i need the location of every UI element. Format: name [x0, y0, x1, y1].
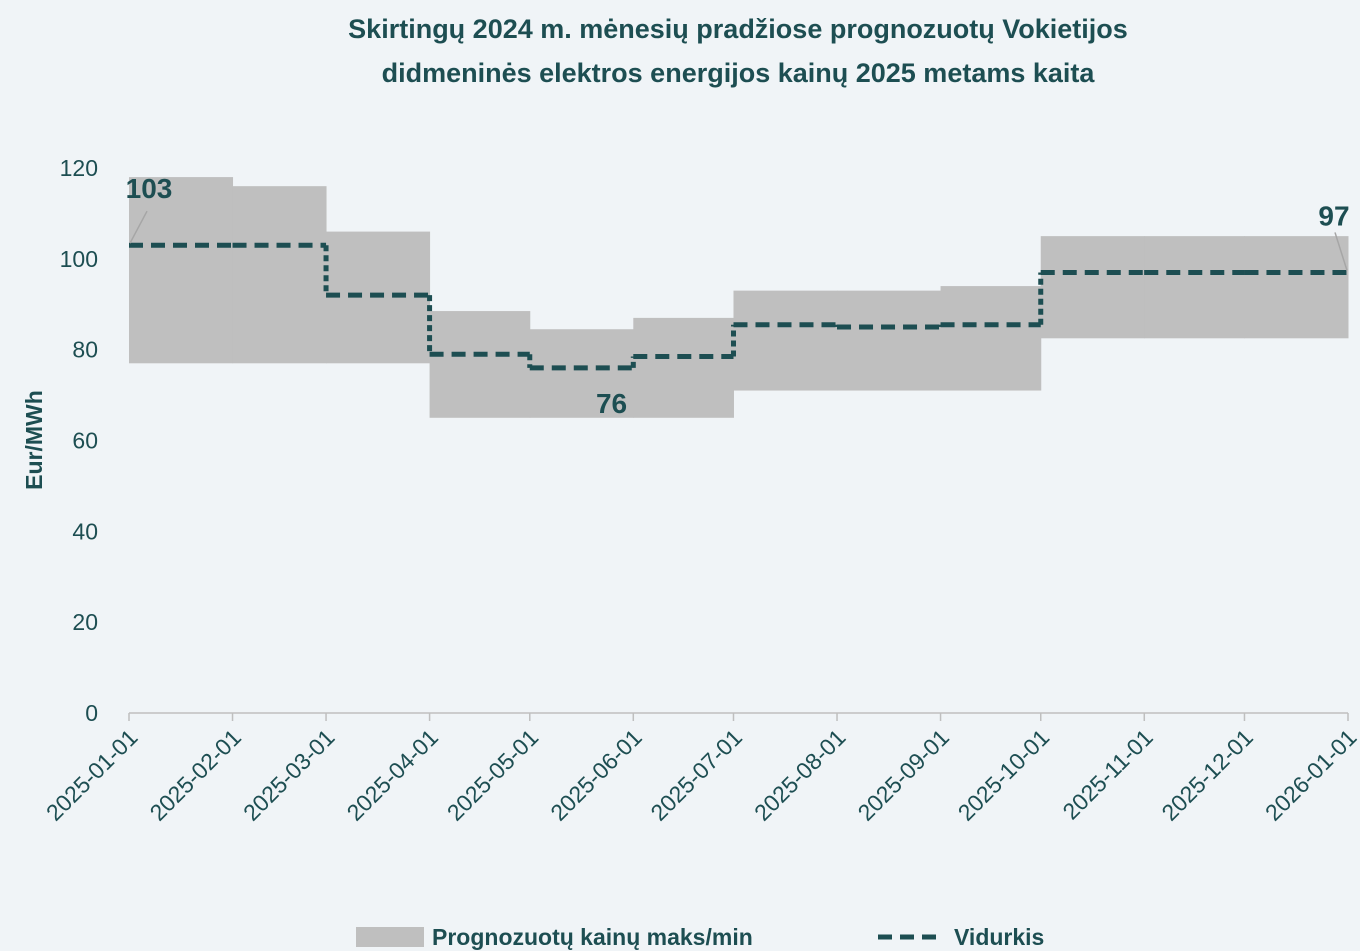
y-tick-label: 120	[60, 155, 98, 181]
data-label: 103	[126, 173, 173, 204]
x-tick-label: 2025-10-01	[953, 724, 1055, 826]
range-band	[1144, 236, 1245, 339]
range-band	[633, 317, 734, 418]
x-tick-label: 2025-01-01	[41, 724, 143, 826]
x-tick-label: 2025-09-01	[853, 724, 955, 826]
y-tick-label: 20	[72, 609, 98, 635]
x-tick-label: 2025-12-01	[1156, 724, 1258, 826]
range-band	[1040, 236, 1145, 339]
y-tick-label: 0	[85, 700, 98, 726]
data-label: 76	[596, 388, 627, 419]
range-band	[232, 186, 327, 364]
range-band	[837, 290, 942, 391]
x-tick-label: 2025-06-01	[545, 724, 647, 826]
y-tick-label: 40	[72, 518, 98, 544]
x-tick-label: 2025-07-01	[645, 724, 747, 826]
chart-title: didmeninės elektros energijos kainų 2025…	[382, 58, 1096, 88]
leader-line	[129, 210, 148, 244]
x-tick-label: 2025-04-01	[342, 724, 444, 826]
x-tick-label: 2026-01-01	[1260, 724, 1360, 826]
range-band	[529, 329, 634, 418]
y-tick-label: 60	[72, 428, 98, 454]
range-band	[429, 311, 531, 418]
leader-line	[1334, 232, 1348, 271]
chart-title: Skirtingų 2024 m. mėnesių pradžiose prog…	[348, 14, 1128, 44]
x-tick-label: 2025-11-01	[1057, 724, 1157, 824]
legend-label: Prognozuotų kainų maks/min	[432, 924, 753, 950]
data-label: 97	[1318, 200, 1349, 231]
x-tick-label: 2025-02-01	[144, 724, 246, 826]
y-tick-label: 100	[60, 246, 98, 272]
legend-label: Vidurkis	[954, 924, 1044, 950]
range-band	[733, 290, 838, 391]
x-tick-label: 2025-05-01	[442, 724, 544, 826]
range-band	[129, 177, 234, 364]
x-tick-label: 2025-03-01	[238, 724, 340, 826]
y-tick-label: 80	[72, 337, 98, 363]
range-band	[1244, 236, 1349, 339]
range-band	[940, 286, 1042, 391]
legend-swatch	[356, 927, 424, 947]
y-axis-label: Eur/MWh	[21, 390, 47, 490]
x-tick-label: 2025-08-01	[749, 724, 851, 826]
